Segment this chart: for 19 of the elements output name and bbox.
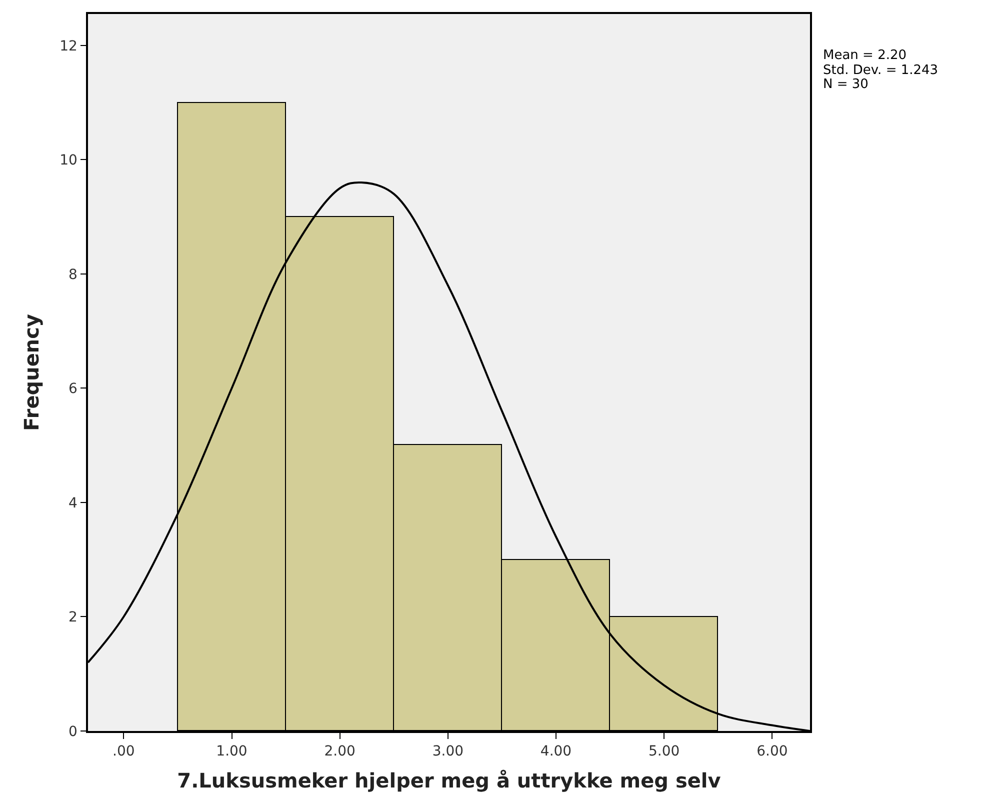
- text: N = 30: [823, 77, 868, 92]
- x-tick-label: 4.00: [540, 744, 572, 760]
- x-tick-label: 6.00: [756, 744, 788, 760]
- y-tick-label: 6: [68, 381, 78, 398]
- text: Mean = 2.20: [823, 48, 907, 63]
- x-tick-label: .00: [112, 744, 135, 760]
- x-axis-title: 7.Luksusmeker hjelper meg å uttrykke meg selv: [177, 768, 721, 793]
- y-tick-label: 10: [60, 152, 78, 169]
- y-tick-label: 8: [68, 266, 78, 283]
- y-axis-title: Frequency: [20, 314, 44, 432]
- y-tick-label: 0: [68, 724, 78, 740]
- x-tick-label: 3.00: [432, 744, 464, 760]
- x-tick-label: 1.00: [216, 744, 248, 760]
- x-tick-label: 2.00: [324, 744, 356, 760]
- y-tick-label: 12: [60, 38, 78, 54]
- x-tick-label: 5.00: [648, 744, 680, 760]
- y-tick-label: 4: [68, 495, 78, 512]
- text: Std. Dev. = 1.243: [823, 63, 938, 78]
- y-tick-label: 2: [68, 610, 78, 626]
